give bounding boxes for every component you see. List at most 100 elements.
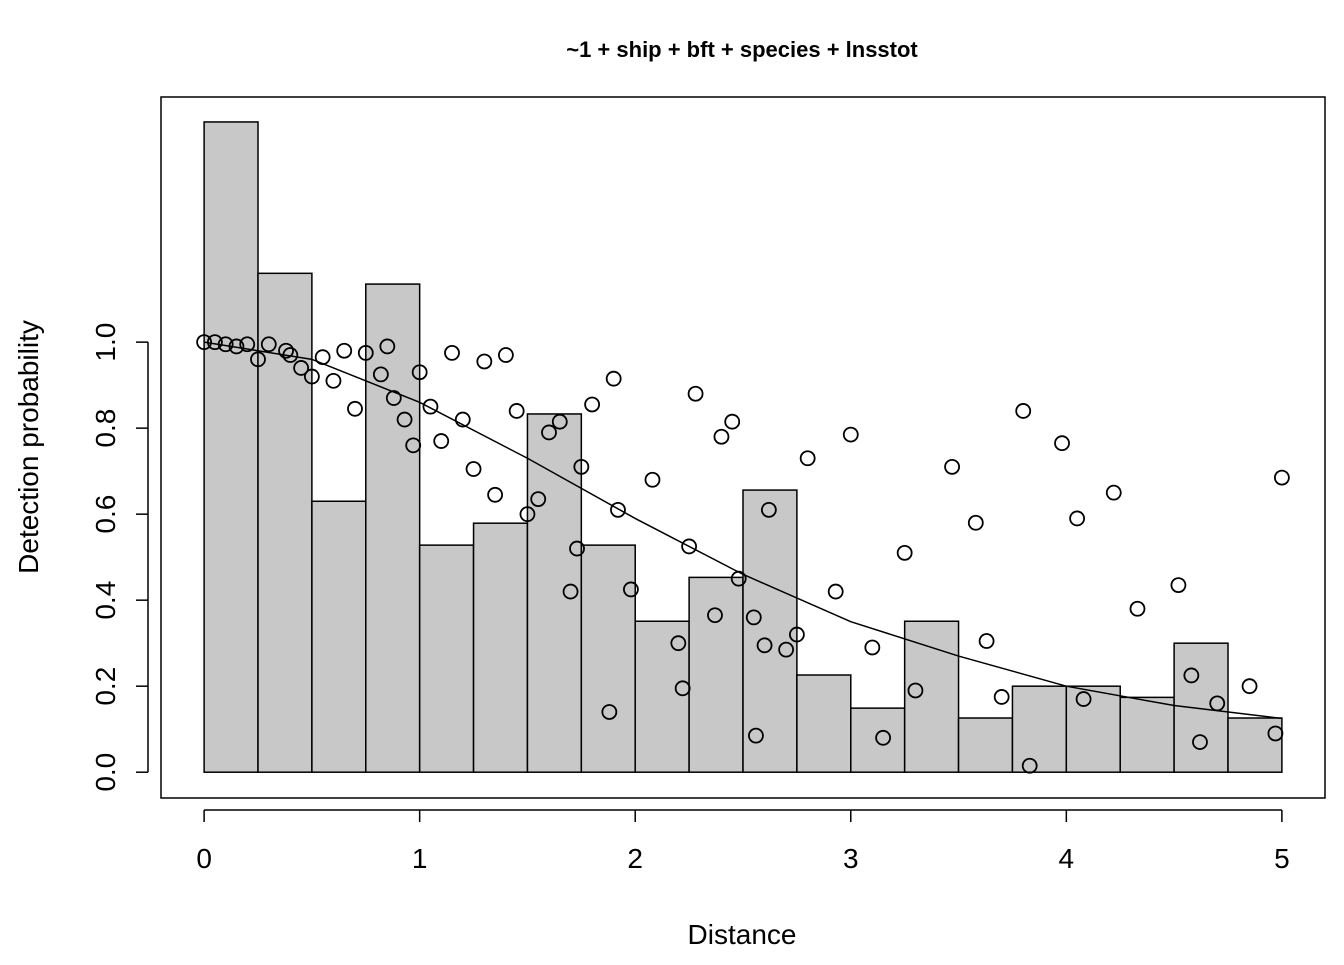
bar xyxy=(311,500,367,773)
point xyxy=(1105,484,1122,501)
point xyxy=(707,607,723,624)
point xyxy=(250,351,266,368)
bar xyxy=(957,717,1014,773)
point xyxy=(1273,469,1290,486)
y-tick-label: 0.0 xyxy=(90,753,121,792)
point xyxy=(623,581,639,598)
point xyxy=(347,400,363,417)
point xyxy=(303,368,320,385)
point xyxy=(206,334,223,351)
y-tick-label: 1.0 xyxy=(90,323,121,362)
point xyxy=(799,450,816,467)
point xyxy=(454,411,471,428)
bar xyxy=(1119,696,1175,773)
point xyxy=(1267,725,1284,742)
point xyxy=(444,344,460,361)
point xyxy=(508,403,525,419)
bar xyxy=(1065,685,1121,773)
point xyxy=(411,364,428,381)
chart-title: ~1 + ship + bft + species + lnsstot xyxy=(566,37,918,62)
point xyxy=(314,349,331,366)
point xyxy=(1069,510,1086,527)
point xyxy=(282,347,299,363)
point xyxy=(745,609,762,626)
point xyxy=(278,342,294,359)
point xyxy=(497,347,514,363)
point xyxy=(896,544,913,561)
point xyxy=(610,501,626,518)
point xyxy=(967,514,984,531)
y-axis-label: Detection probability xyxy=(13,320,44,574)
point xyxy=(379,338,396,355)
point xyxy=(713,428,730,445)
point xyxy=(1054,435,1070,452)
point xyxy=(530,491,547,508)
point xyxy=(487,486,504,503)
bar xyxy=(796,674,852,773)
point xyxy=(1183,667,1200,684)
point xyxy=(433,433,450,449)
point xyxy=(239,336,256,353)
point xyxy=(748,727,764,744)
point xyxy=(788,626,805,643)
point xyxy=(396,411,413,428)
x-tick-label: 4 xyxy=(1059,843,1075,874)
point xyxy=(465,461,482,477)
point xyxy=(551,413,568,430)
x-tick-label: 3 xyxy=(843,843,859,874)
bar xyxy=(418,544,475,773)
point xyxy=(670,635,687,652)
x-axis-label: Distance xyxy=(688,919,797,950)
bar xyxy=(742,489,798,773)
fitted-line xyxy=(203,341,1282,720)
plot-frame xyxy=(160,96,1326,799)
point xyxy=(730,570,747,587)
point xyxy=(674,680,691,697)
point xyxy=(357,344,374,361)
y-tick-label: 0.8 xyxy=(90,409,121,448)
y-tick-label: 0.4 xyxy=(90,581,121,620)
point xyxy=(405,437,422,454)
bar xyxy=(850,707,906,773)
x-tick-label: 0 xyxy=(196,843,212,874)
point xyxy=(756,637,773,654)
point xyxy=(1241,678,1258,695)
x-tick-label: 2 xyxy=(627,843,643,874)
point xyxy=(978,633,995,649)
point xyxy=(569,540,585,557)
point xyxy=(864,639,881,656)
bar xyxy=(580,544,636,773)
bar xyxy=(1173,642,1229,773)
bar xyxy=(257,272,313,773)
point xyxy=(476,353,493,370)
point xyxy=(228,338,245,355)
point xyxy=(260,336,277,353)
point xyxy=(993,689,1010,705)
point xyxy=(293,360,310,376)
y-tick-label: 0.6 xyxy=(90,495,121,534)
point xyxy=(644,471,661,488)
point xyxy=(1170,577,1187,594)
bar xyxy=(472,522,529,773)
x-tick-label: 5 xyxy=(1274,843,1290,874)
point xyxy=(562,583,579,600)
bar xyxy=(365,283,421,773)
point xyxy=(573,458,590,475)
point xyxy=(724,413,741,430)
point xyxy=(875,729,892,746)
point xyxy=(541,424,557,441)
point xyxy=(778,641,795,658)
y-tick-label: 0.2 xyxy=(90,667,121,706)
point xyxy=(385,390,402,406)
point xyxy=(336,342,353,359)
point xyxy=(217,336,234,353)
point xyxy=(681,538,698,555)
point xyxy=(519,506,536,523)
point xyxy=(760,501,777,518)
point xyxy=(325,372,342,389)
point xyxy=(907,682,924,699)
point xyxy=(605,370,622,387)
bar xyxy=(526,413,583,773)
point xyxy=(944,458,960,475)
